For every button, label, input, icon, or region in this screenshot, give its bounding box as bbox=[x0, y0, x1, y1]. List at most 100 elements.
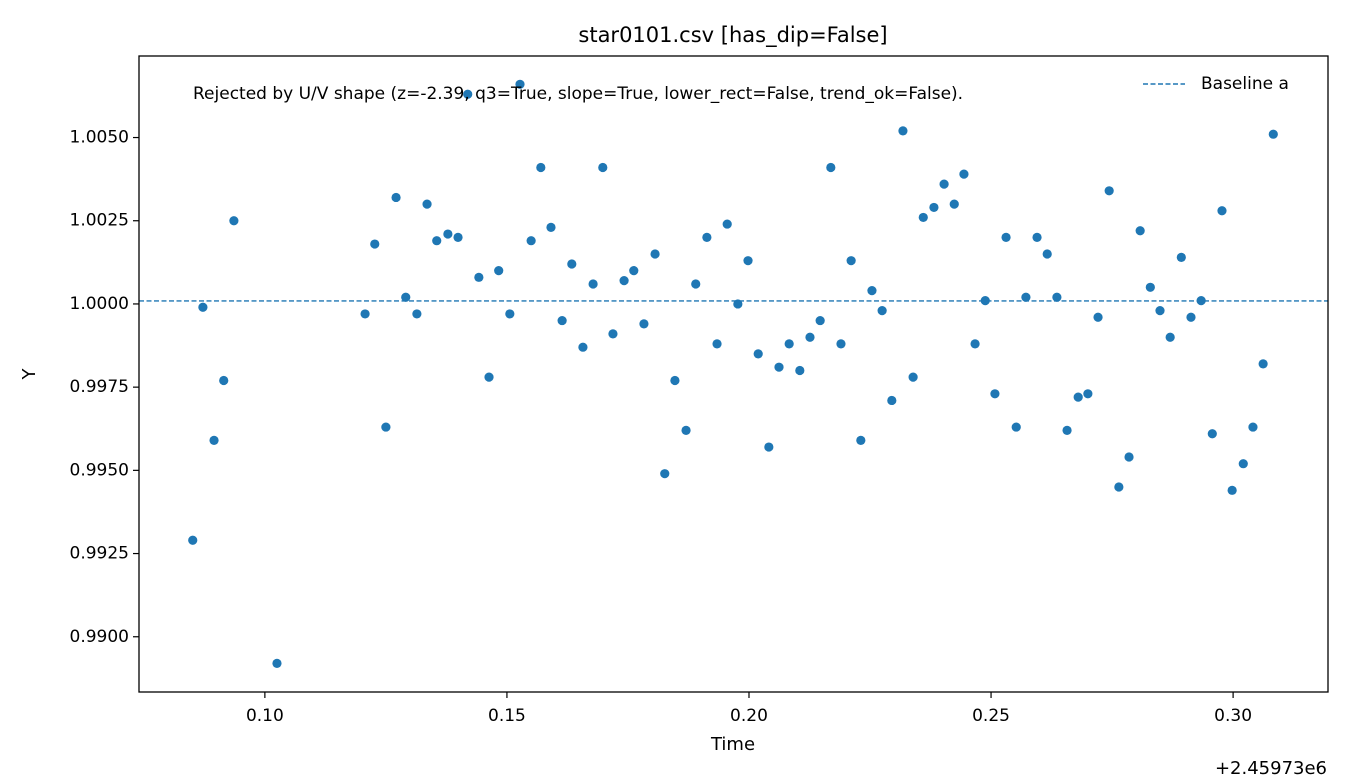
point bbox=[1155, 305, 1165, 316]
point bbox=[1238, 459, 1248, 469]
x-offset-label: +2.45973e6 bbox=[1215, 758, 1327, 779]
point bbox=[959, 169, 969, 179]
y-tick-label: 1.0000 bbox=[70, 294, 129, 314]
point bbox=[784, 339, 794, 349]
point bbox=[536, 162, 546, 173]
point bbox=[360, 309, 370, 319]
point bbox=[557, 315, 567, 326]
point bbox=[681, 425, 691, 436]
point bbox=[1165, 332, 1175, 342]
point bbox=[1052, 292, 1062, 302]
x-tick-label: 0.30 bbox=[1214, 706, 1252, 726]
point bbox=[567, 259, 577, 269]
annotation: Rejected by U/V shape (z=-2.39, q3=True,… bbox=[193, 84, 963, 104]
point bbox=[1248, 422, 1258, 432]
point bbox=[980, 296, 990, 306]
point bbox=[670, 375, 680, 386]
point bbox=[370, 239, 380, 249]
point bbox=[660, 469, 670, 479]
point bbox=[1114, 482, 1124, 492]
point bbox=[1062, 425, 1072, 436]
chart-title: star0101.csv [has_dip=False] bbox=[578, 23, 887, 48]
point bbox=[526, 236, 536, 246]
point bbox=[1258, 359, 1268, 369]
point bbox=[918, 212, 928, 223]
point bbox=[1135, 226, 1145, 236]
point bbox=[1227, 485, 1237, 495]
point bbox=[188, 535, 198, 545]
point bbox=[1083, 389, 1093, 399]
x-axis-label: Time bbox=[710, 734, 755, 755]
point bbox=[929, 202, 939, 213]
point bbox=[1093, 312, 1103, 322]
point bbox=[619, 276, 629, 286]
point bbox=[453, 232, 463, 242]
point bbox=[1001, 232, 1011, 242]
point bbox=[764, 442, 774, 452]
point bbox=[608, 329, 618, 339]
point bbox=[578, 342, 588, 352]
y-tick-label: 1.0025 bbox=[70, 211, 129, 231]
point bbox=[753, 349, 763, 359]
x-tick-label: 0.10 bbox=[246, 706, 284, 726]
point bbox=[1176, 252, 1186, 262]
point bbox=[391, 192, 401, 203]
x-tick-label: 0.20 bbox=[730, 706, 768, 726]
point bbox=[908, 372, 918, 382]
point bbox=[1186, 312, 1196, 322]
point bbox=[990, 389, 1000, 399]
point bbox=[588, 279, 598, 289]
point bbox=[1217, 206, 1227, 216]
y-tick-label: 0.9950 bbox=[70, 460, 129, 480]
point bbox=[949, 199, 959, 209]
point bbox=[1145, 282, 1155, 292]
point bbox=[1073, 392, 1083, 402]
y-tick-label: 1.0050 bbox=[70, 128, 129, 148]
point bbox=[443, 229, 453, 239]
point bbox=[1196, 296, 1206, 306]
point bbox=[412, 309, 422, 319]
point bbox=[474, 272, 484, 282]
point bbox=[1124, 452, 1134, 462]
y-tick-label: 0.9975 bbox=[70, 377, 129, 397]
point bbox=[1207, 429, 1217, 439]
point bbox=[712, 339, 722, 349]
point bbox=[702, 232, 712, 242]
point bbox=[846, 256, 856, 266]
point bbox=[650, 249, 660, 259]
point bbox=[1104, 186, 1114, 196]
point bbox=[887, 395, 897, 406]
point bbox=[867, 286, 877, 296]
point bbox=[856, 435, 866, 445]
point bbox=[629, 266, 639, 276]
legend-label: Baseline a bbox=[1201, 74, 1289, 94]
point bbox=[229, 216, 239, 226]
point bbox=[639, 319, 649, 329]
point bbox=[198, 302, 208, 312]
point bbox=[272, 658, 282, 668]
axes-frame bbox=[138, 55, 1329, 693]
point bbox=[1042, 249, 1052, 259]
plot-area bbox=[139, 79, 1328, 668]
point bbox=[826, 162, 836, 173]
point bbox=[815, 315, 825, 326]
point bbox=[209, 435, 219, 445]
point bbox=[1021, 292, 1031, 302]
point bbox=[463, 89, 473, 99]
point bbox=[1032, 232, 1042, 242]
point bbox=[970, 339, 980, 349]
point bbox=[381, 422, 391, 432]
point bbox=[598, 162, 608, 173]
point bbox=[836, 339, 846, 349]
point bbox=[1268, 129, 1278, 139]
point bbox=[733, 299, 743, 309]
point bbox=[691, 279, 701, 289]
point bbox=[743, 256, 753, 266]
point bbox=[432, 236, 442, 246]
point bbox=[494, 266, 504, 276]
point bbox=[515, 79, 525, 89]
point bbox=[1011, 422, 1021, 432]
point bbox=[546, 222, 556, 232]
